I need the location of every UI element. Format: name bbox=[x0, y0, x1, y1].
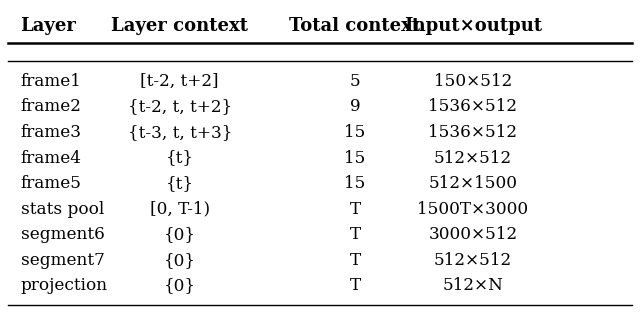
Text: {t-3, t, t+3}: {t-3, t, t+3} bbox=[127, 124, 232, 141]
Text: [0, T-1): [0, T-1) bbox=[150, 201, 210, 218]
Text: Layer: Layer bbox=[20, 17, 76, 35]
Text: 512×N: 512×N bbox=[442, 277, 504, 294]
Text: 3000×512: 3000×512 bbox=[428, 226, 518, 243]
Text: T: T bbox=[349, 277, 360, 294]
Text: frame4: frame4 bbox=[20, 149, 81, 166]
Text: T: T bbox=[349, 226, 360, 243]
Text: {t-2, t, t+2}: {t-2, t, t+2} bbox=[128, 99, 232, 116]
Text: stats pool: stats pool bbox=[20, 201, 104, 218]
Text: 512×512: 512×512 bbox=[434, 252, 512, 268]
Text: {t}: {t} bbox=[166, 149, 194, 166]
Text: [t-2, t+2]: [t-2, t+2] bbox=[141, 73, 219, 90]
Text: T: T bbox=[349, 252, 360, 268]
Text: {0}: {0} bbox=[164, 226, 196, 243]
Text: Layer context: Layer context bbox=[111, 17, 248, 35]
Text: {0}: {0} bbox=[164, 277, 196, 294]
Text: 15: 15 bbox=[344, 149, 365, 166]
Text: 9: 9 bbox=[349, 99, 360, 116]
Text: 15: 15 bbox=[344, 124, 365, 141]
Text: frame5: frame5 bbox=[20, 175, 81, 192]
Text: 15: 15 bbox=[344, 175, 365, 192]
Text: 150×512: 150×512 bbox=[434, 73, 512, 90]
Text: segment6: segment6 bbox=[20, 226, 104, 243]
Text: Total context: Total context bbox=[289, 17, 420, 35]
Text: 1536×512: 1536×512 bbox=[428, 99, 517, 116]
Text: 5: 5 bbox=[349, 73, 360, 90]
Text: 512×1500: 512×1500 bbox=[428, 175, 517, 192]
Text: {0}: {0} bbox=[164, 252, 196, 268]
Text: 1536×512: 1536×512 bbox=[428, 124, 517, 141]
Text: {t}: {t} bbox=[166, 175, 194, 192]
Text: 512×512: 512×512 bbox=[434, 149, 512, 166]
Text: frame3: frame3 bbox=[20, 124, 81, 141]
Text: projection: projection bbox=[20, 277, 108, 294]
Text: 1500T×3000: 1500T×3000 bbox=[417, 201, 529, 218]
Text: segment7: segment7 bbox=[20, 252, 104, 268]
Text: frame2: frame2 bbox=[20, 99, 81, 116]
Text: T: T bbox=[349, 201, 360, 218]
Text: frame1: frame1 bbox=[20, 73, 81, 90]
Text: Input×output: Input×output bbox=[404, 17, 542, 35]
